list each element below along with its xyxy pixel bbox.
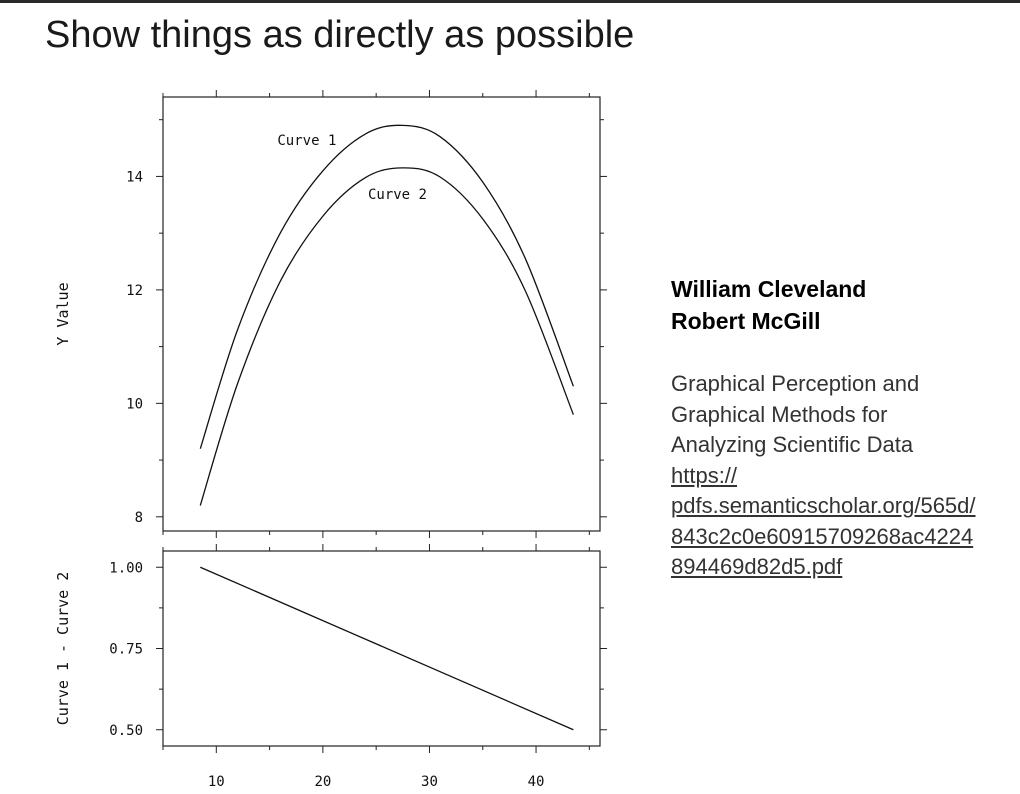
reference-title-line: Graphical Methods for (671, 401, 888, 427)
bottom-y-tick-label: 0.75 (109, 642, 143, 658)
cleveland-mcgill-chart: 8 10 12 14 Y Value 0.50 0.75 1.00 10 20 30 40 Curve … (54, 90, 607, 790)
authors: William Cleveland Robert McGill (671, 273, 866, 337)
top-y-tick-label: 12 (126, 283, 143, 299)
reference-citation: Graphical Perception and Graphical Metho… (671, 369, 1011, 583)
top-y-tick-label: 14 (126, 169, 143, 185)
reference-title-line: Graphical Perception and (671, 371, 920, 396)
top-y-tick-label: 10 (126, 396, 143, 412)
top-series-line-1 (199, 124, 575, 449)
reference-link[interactable]: 894469d82d5.pdf (671, 554, 843, 579)
bottom-x-tick-label: 30 (421, 774, 438, 790)
author-name: William Cleveland (671, 276, 867, 302)
slide-title: Show things as directly as possible (45, 14, 635, 56)
slide-top-border (0, 0, 1020, 3)
bottom-x-tick-label: 10 (208, 774, 225, 790)
reference-link[interactable]: pdfs.semanticscholar.org/565d/ (671, 493, 976, 518)
curve-2-label: Curve 2 (368, 187, 427, 203)
reference-link[interactable]: https:// (671, 462, 738, 488)
bottom-y-axis-label: Curve 1 - Curve 2 (54, 572, 72, 726)
bottom-y-tick-label: 0.50 (109, 723, 143, 739)
reference-link[interactable]: 843c2c0e60915709268ac4224 (671, 523, 974, 549)
top-y-axis-label: Y Value (54, 282, 72, 345)
top-plot-frame (162, 96, 601, 532)
top-y-tick-label: 8 (135, 510, 143, 526)
reference-title-line: Analyzing Scientific Data (671, 432, 914, 457)
bottom-series-line-1 (200, 566, 574, 731)
bottom-y-tick-label: 1.00 (109, 560, 143, 576)
curve-1-label: Curve 1 (277, 133, 336, 149)
top-series-line-2 (199, 167, 575, 506)
author-name: Robert McGill (671, 308, 821, 334)
bottom-x-tick-label: 20 (314, 774, 331, 790)
bottom-x-tick-label: 40 (528, 774, 545, 790)
